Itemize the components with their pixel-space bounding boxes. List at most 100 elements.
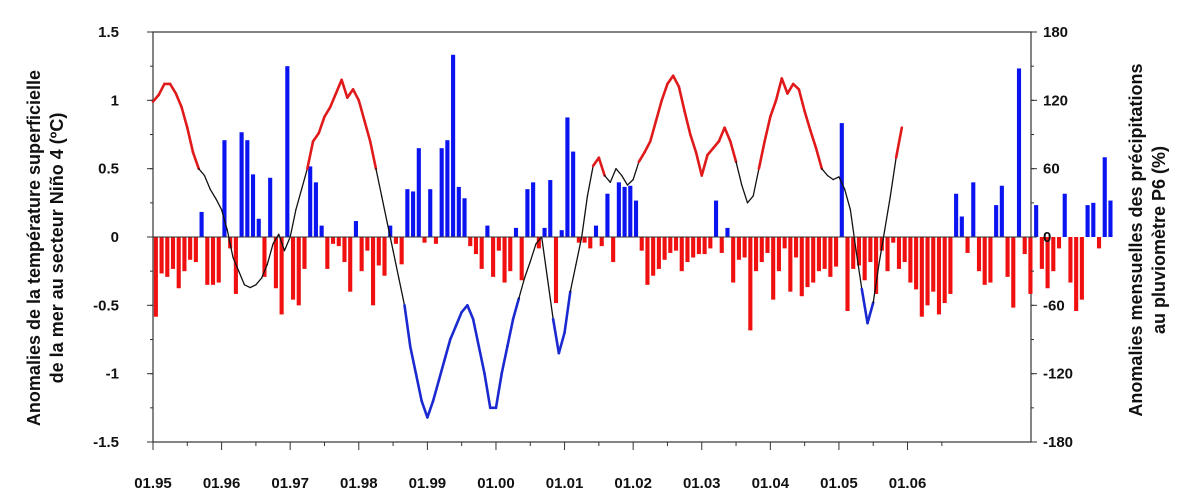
rain-bar bbox=[279, 237, 284, 315]
rain-bar bbox=[170, 237, 176, 269]
y-right-tick-label: -60 bbox=[1043, 297, 1065, 314]
sst-line-segment bbox=[735, 161, 743, 186]
sst-line-segment bbox=[454, 310, 463, 328]
rain-bar bbox=[491, 237, 496, 277]
sst-line-segment bbox=[346, 88, 355, 99]
sst-line-segment bbox=[609, 168, 617, 183]
rain-bar bbox=[805, 237, 810, 288]
sst-line-segment bbox=[168, 82, 178, 95]
rain-bar bbox=[651, 237, 656, 276]
x-tick-label: 01.01 bbox=[546, 475, 584, 492]
rain-bar bbox=[748, 237, 753, 331]
rain-bar bbox=[153, 237, 158, 317]
sst-line-segment bbox=[334, 78, 343, 95]
sst-line-segment bbox=[226, 229, 234, 259]
rain-bar bbox=[1051, 237, 1056, 272]
rain-bar bbox=[210, 237, 216, 285]
sst-line-segment bbox=[832, 176, 840, 181]
sst-line-segment bbox=[660, 82, 669, 102]
rain-bar bbox=[553, 237, 559, 304]
rain-bar bbox=[290, 237, 296, 300]
rain-bar bbox=[1068, 237, 1073, 283]
rain-bar bbox=[673, 237, 679, 251]
rain-bar bbox=[336, 237, 341, 247]
sst-line-segment bbox=[763, 115, 772, 143]
sst-line-segment bbox=[238, 270, 246, 286]
rain-bar bbox=[582, 237, 587, 243]
y-left-tick-label: 0 bbox=[111, 229, 119, 246]
sst-line-segment bbox=[632, 161, 640, 181]
rain-bar bbox=[439, 148, 444, 237]
y-axis-right-title-line2: au pluviomètre P6 (%) bbox=[1149, 146, 1169, 334]
sst-line-segment bbox=[866, 301, 875, 325]
sst-line-segment bbox=[546, 277, 554, 320]
rain-bar bbox=[428, 189, 433, 237]
rain-bar bbox=[273, 237, 278, 289]
sst-line-segment bbox=[889, 157, 897, 197]
sst-line-segment bbox=[826, 174, 834, 181]
sst-line-segment bbox=[306, 140, 315, 170]
sst-line bbox=[151, 74, 904, 419]
rain-bar bbox=[959, 216, 964, 237]
rain-bar bbox=[976, 237, 982, 272]
sst-line-segment bbox=[809, 129, 818, 150]
rain-bar bbox=[731, 237, 736, 283]
rain-bar bbox=[222, 140, 227, 237]
x-tick-label: 01.97 bbox=[271, 475, 309, 492]
sst-line-segment bbox=[518, 277, 526, 300]
sst-line-segment bbox=[746, 195, 754, 204]
rain-bar bbox=[1074, 237, 1079, 312]
sst-line-segment bbox=[437, 358, 446, 382]
sst-line-segment bbox=[477, 345, 486, 375]
rain-bar bbox=[525, 189, 530, 237]
rain-bar bbox=[719, 237, 724, 253]
rain-bar bbox=[1028, 237, 1033, 294]
rain-bar bbox=[296, 237, 301, 306]
rain-bar bbox=[754, 237, 759, 272]
rain-bar bbox=[1039, 237, 1044, 269]
rain-bar bbox=[1056, 237, 1062, 249]
rain-bar bbox=[576, 237, 581, 243]
rain-bar bbox=[656, 237, 661, 269]
rain-bar bbox=[1016, 68, 1022, 237]
sst-line-segment bbox=[157, 82, 166, 97]
sst-line-segment bbox=[300, 168, 308, 190]
x-tick-label: 01.95 bbox=[134, 475, 172, 492]
sst-line-segment bbox=[511, 297, 521, 321]
rain-bar bbox=[405, 189, 410, 237]
sst-line-segment bbox=[283, 236, 291, 252]
rain-bar bbox=[411, 191, 416, 237]
rain-bar bbox=[451, 54, 456, 237]
rain-bar bbox=[313, 182, 318, 237]
rain-bars bbox=[153, 54, 1113, 331]
sst-line-segment bbox=[523, 260, 531, 279]
rain-bar bbox=[365, 237, 370, 251]
rain-bar bbox=[353, 221, 358, 237]
sst-line-segment bbox=[569, 263, 577, 293]
sst-line-segment bbox=[563, 290, 572, 334]
sst-line-segment bbox=[363, 119, 372, 143]
rain-bar bbox=[388, 225, 393, 237]
rain-bar bbox=[776, 237, 781, 272]
rain-bar bbox=[359, 237, 364, 272]
rain-bar bbox=[811, 237, 816, 283]
sst-line-segment bbox=[637, 150, 646, 164]
x-tick-label: 01.02 bbox=[614, 475, 652, 492]
rain-bar bbox=[994, 205, 999, 237]
sst-line-segment bbox=[408, 345, 418, 375]
sst-line-segment bbox=[677, 85, 686, 113]
sst-line-segment bbox=[466, 304, 475, 321]
sst-line-segment bbox=[232, 256, 240, 272]
y-axis-right: -180 -120 -60 0 60 120 180 bbox=[1031, 24, 1073, 451]
rain-bar bbox=[536, 237, 541, 249]
sst-line-segment bbox=[266, 243, 274, 265]
sst-line-segment bbox=[443, 338, 452, 362]
x-tick-label: 01.99 bbox=[409, 475, 447, 492]
x-tick-label: 01.03 bbox=[683, 475, 721, 492]
x-tick-label: 01.00 bbox=[477, 475, 515, 492]
rain-bar bbox=[165, 237, 170, 277]
sst-line-segment bbox=[855, 250, 863, 290]
x-tick-label: 01.04 bbox=[752, 475, 790, 492]
y-axis-left: -1.5 -1 -0.5 0 0.5 1 1.5 bbox=[93, 24, 153, 451]
